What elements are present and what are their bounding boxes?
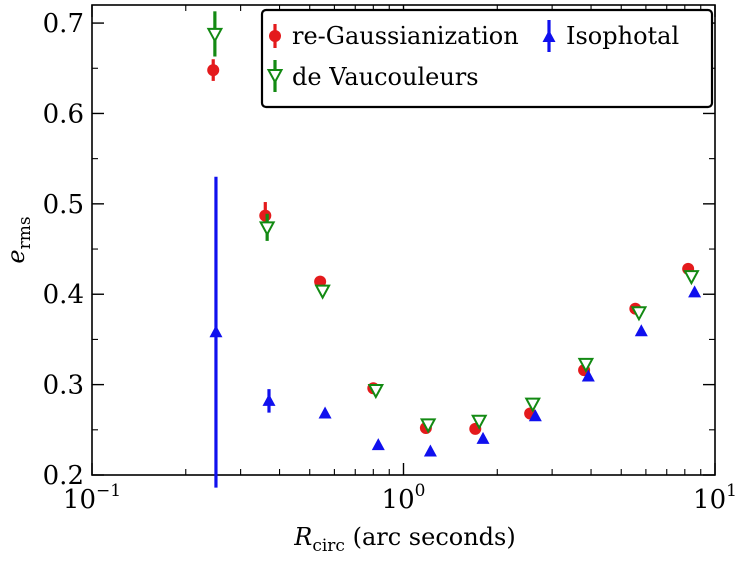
x-tick-label: 101	[693, 481, 737, 515]
legend-entry-de-vaucouleurs: de Vaucouleurs	[266, 60, 479, 92]
y-tick-label: 0.4	[43, 280, 84, 310]
point-de-vaucouleurs	[683, 270, 700, 286]
y-tick-label: 0.6	[43, 99, 84, 129]
point-isophotal	[634, 324, 648, 337]
y-tick-label: 0.5	[43, 190, 84, 220]
axis-ticks: 0.20.30.40.50.60.710−1 100 101	[43, 5, 737, 515]
x-axis-label-symbol: R	[293, 523, 312, 551]
point-isophotal	[209, 325, 223, 338]
legend-label-isophotal: Isophotal	[566, 22, 679, 50]
point-isophotal	[581, 369, 595, 382]
point-de-vaucouleurs	[314, 284, 331, 300]
x-axis-label: Rcirc (arc seconds)	[293, 523, 515, 556]
legend-marker-de-vaucouleurs	[266, 69, 284, 85]
y-axis-label: erms	[2, 216, 35, 263]
point-re-gaussianization	[314, 275, 327, 288]
legend-label-re-gaussianization: re-Gaussianization	[292, 22, 519, 50]
x-tick-label-exponent: −1	[96, 481, 121, 501]
legend-entry-isophotal: Isophotal	[542, 20, 679, 52]
point-isophotal	[371, 438, 385, 451]
legend-marker-re-gaussianization	[269, 30, 281, 42]
legend: re-Gaussianization de Vaucouleurs Isopho…	[260, 8, 714, 109]
point-re-gaussianization	[259, 209, 272, 222]
legend-box	[260, 8, 714, 109]
legend-entry-re-gaussianization: re-Gaussianization	[269, 22, 519, 50]
point-de-vaucouleurs	[630, 306, 648, 322]
point-isophotal	[423, 444, 437, 457]
point-de-vaucouleurs	[524, 397, 541, 413]
x-axis-label-rest: (arc seconds)	[345, 523, 516, 551]
point-de-vaucouleurs	[367, 384, 385, 400]
point-isophotal	[476, 431, 490, 444]
point-de-vaucouleurs	[258, 221, 276, 237]
x-tick-label: 10−1	[63, 481, 121, 515]
legend-label-de-vaucouleurs: de Vaucouleurs	[292, 63, 479, 91]
x-tick-label-exponent: 1	[726, 481, 737, 501]
y-axis-label-symbol: e	[2, 249, 30, 263]
x-axis-label-subscript: circ	[312, 536, 345, 556]
point-isophotal	[688, 285, 702, 298]
point-isophotal	[528, 409, 542, 422]
point-isophotal	[318, 406, 332, 419]
data-marks	[206, 11, 702, 488]
legend-marker-isophotal	[542, 30, 556, 42]
point-isophotal	[262, 393, 276, 406]
x-tick-label-base: 10	[382, 485, 415, 515]
y-axis-label-subscript: rms	[15, 216, 35, 249]
point-de-vaucouleurs	[206, 27, 224, 44]
x-tick-label-base: 10	[693, 485, 726, 515]
point-de-vaucouleurs	[577, 357, 595, 373]
y-tick-label: 0.3	[43, 371, 84, 401]
point-de-vaucouleurs	[419, 418, 437, 434]
x-tick-label-exponent: 0	[415, 481, 426, 501]
point-de-vaucouleurs	[471, 414, 488, 430]
y-tick-label: 0.7	[43, 9, 84, 39]
x-tick-label-base: 10	[63, 485, 96, 515]
point-re-gaussianization	[207, 64, 220, 77]
y-tick-label: 0.2	[43, 461, 84, 491]
x-tick-label: 100	[382, 481, 426, 515]
